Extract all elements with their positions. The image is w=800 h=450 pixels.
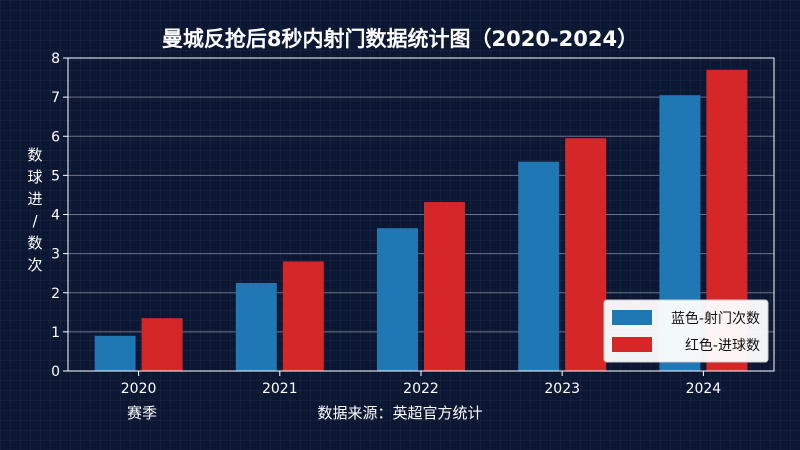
chart-title: 曼城反抢后8秒内射门数据统计图（2020-2024） [162, 27, 638, 51]
y-tick-label: 3 [51, 247, 60, 263]
y-tick-label: 5 [51, 168, 60, 184]
x-tick-label: 2021 [262, 381, 298, 397]
bar-shots-2023 [518, 161, 560, 371]
legend-label: 蓝色-射门次数 [671, 310, 760, 327]
y-axis-label-char: 球 [27, 168, 42, 186]
bar-shots-2022 [377, 228, 418, 371]
bars [94, 69, 748, 372]
bar-goals-2020 [141, 318, 183, 371]
y-tick-label: 1 [51, 325, 60, 341]
x-tick-label: 2024 [686, 381, 722, 397]
y-tick-label: 6 [51, 129, 60, 145]
y-axis-label-char: 数 [27, 234, 42, 252]
x-tick-label: 2020 [121, 381, 157, 397]
y-axis-label-text: 数球进/数次 [27, 146, 42, 274]
legend-swatch [612, 310, 652, 325]
legend-swatch [612, 337, 652, 352]
y-axis-label-char: 进 [27, 190, 42, 208]
y-axis-label-char: 次 [27, 256, 42, 274]
y-tick-label: 7 [51, 90, 60, 106]
bar-goals-2022 [424, 201, 465, 371]
bar-goals-2021 [282, 261, 324, 371]
plot-frame [67, 57, 775, 372]
y-axis-label-char: 数 [27, 146, 42, 164]
grid [68, 96, 774, 333]
source-note: 数据来源：英超官方统计 [317, 404, 482, 422]
legend-label: 红色-进球数 [685, 337, 760, 354]
y-axis-label-char: / [32, 212, 38, 230]
y-tick-label: 8 [51, 51, 60, 67]
y-axis-label: 数球进/数次 [27, 146, 42, 274]
x-axis-label: 赛季 [127, 404, 157, 422]
y-tick-label: 2 [51, 286, 60, 302]
x-tick-label: 2022 [403, 381, 439, 397]
y-axis-ticks: 0 1 2 3 4 5 6 7 8 [51, 51, 68, 380]
bar-shots-2021 [235, 282, 277, 371]
y-tick-label: 0 [51, 364, 60, 380]
bar-goals-2023 [565, 138, 607, 371]
x-tick-label: 2023 [544, 381, 580, 397]
y-tick-label: 4 [51, 208, 60, 224]
bar-shots-2020 [94, 335, 136, 371]
x-axis-ticks: 2020 2021 2022 2023 2024 [121, 371, 722, 397]
